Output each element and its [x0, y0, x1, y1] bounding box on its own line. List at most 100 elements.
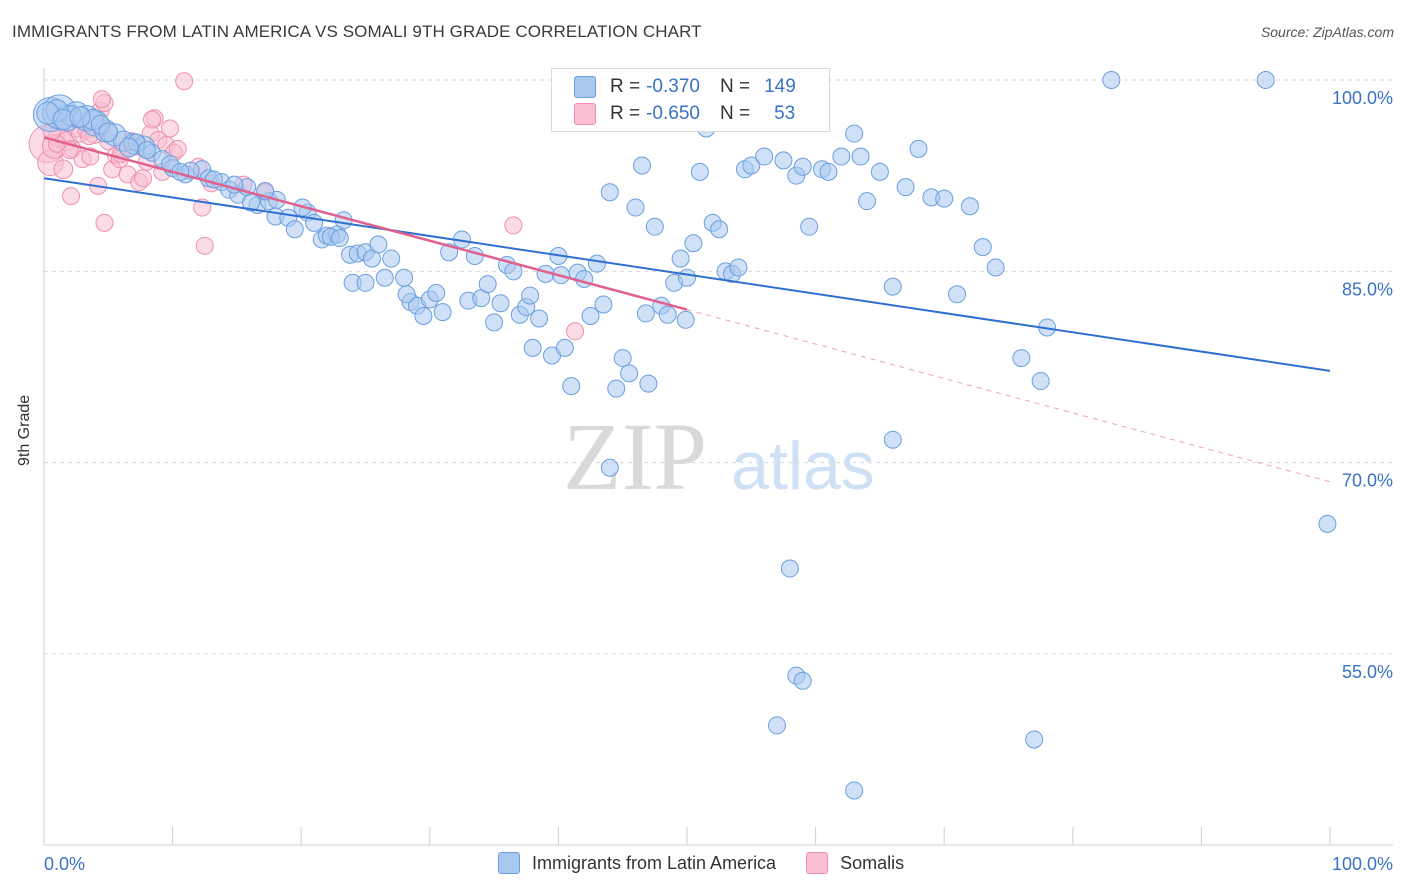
latin-america-point [858, 192, 877, 211]
latin-america-point [851, 147, 870, 166]
latin-america-point [845, 124, 864, 143]
latin-america-point [658, 305, 677, 324]
series-latin-america-points [32, 71, 1337, 800]
latin-america-point [645, 217, 664, 236]
somalis-point [168, 139, 187, 158]
latin-america-point [780, 559, 799, 578]
latin-america-point [395, 268, 414, 287]
latin-america-point [671, 249, 690, 268]
somalis-point [175, 72, 194, 91]
latin-america-point [478, 275, 497, 294]
legend-swatch-blue [498, 852, 520, 874]
latin-america-point [883, 277, 902, 296]
latin-america-point [69, 106, 91, 128]
latin-america-point [755, 147, 774, 166]
latin-america-point [600, 458, 619, 477]
latin-america-point [768, 716, 787, 735]
latin-america-point [986, 258, 1005, 277]
latin-america-point [948, 285, 967, 304]
latin-america-point [973, 238, 992, 257]
y-tick-label: 70.0% [1342, 471, 1393, 491]
latin-america-point [632, 156, 651, 175]
latin-america-point [119, 137, 139, 158]
latin-america-point [870, 162, 889, 181]
latin-america-point [1012, 349, 1031, 368]
latin-america-point [600, 183, 619, 202]
latin-america-point [581, 306, 600, 325]
latin-america-point [639, 374, 658, 393]
legend-item-somalis[interactable]: Somalis [806, 852, 904, 874]
y-tick-label: 55.0% [1342, 662, 1393, 682]
latin-america-point [896, 178, 915, 197]
latin-america-point [678, 268, 696, 287]
axes [43, 68, 1393, 846]
trend-lines [43, 136, 1331, 483]
latin-america-point [845, 781, 864, 800]
legend-n-value: 149 [764, 76, 796, 97]
somalis-point [53, 159, 74, 180]
latin-america-point [491, 294, 510, 313]
latin-america-point [935, 189, 954, 208]
latin-america-point [369, 235, 388, 254]
latin-america-point [414, 306, 433, 325]
latin-america-point [819, 162, 838, 181]
somalis-point [161, 119, 180, 138]
latin-america-point [607, 379, 626, 398]
latin-america-point [382, 249, 401, 268]
watermark-zip: ZIP [563, 403, 707, 510]
legend-item-latin-america[interactable]: Immigrants from Latin America [498, 852, 776, 874]
somalis-point [81, 147, 100, 166]
latin-america-point [960, 197, 979, 216]
watermark: ZIP atlas [563, 403, 875, 510]
latin-america-point [626, 198, 645, 217]
latin-america-point [684, 234, 703, 253]
legend-r-value: -0.650 [646, 103, 700, 124]
latin-america-point [620, 364, 639, 383]
y-tick-label: 85.0% [1342, 279, 1393, 299]
tick-labels: 100.0% 85.0% 70.0% 55.0% 0.0% 100.0% [44, 88, 1393, 874]
legend-swatch-pink [806, 852, 829, 874]
latin-america-point [485, 313, 504, 332]
latin-america-point [793, 157, 812, 176]
somalis-point [92, 90, 111, 109]
legend-n-value: 53 [774, 103, 796, 124]
latin-america-point [909, 139, 928, 158]
latin-america-point [800, 217, 819, 236]
y-axis-label: 9th Grade [16, 394, 33, 466]
latin-america-point [793, 671, 812, 690]
legend-r-value: -0.370 [646, 76, 700, 97]
legend-label: Somalis [840, 852, 905, 873]
latin-america-point [330, 229, 349, 248]
latin-america-point [285, 220, 304, 239]
latin-america-point [710, 220, 729, 239]
legend-row-somalis: R = -0.650 N = 53 [574, 101, 795, 127]
latin-america-point [1256, 71, 1275, 89]
latin-america-point [523, 338, 542, 357]
legend-swatch-blue [574, 76, 596, 98]
latin-america-point [690, 162, 709, 181]
latin-america-point [636, 304, 655, 323]
y-tick-label: 100.0% [1332, 88, 1393, 108]
latin-america-point [594, 295, 613, 314]
latin-america-point [375, 268, 394, 287]
latin-america-point [530, 309, 549, 328]
somalis-point [143, 110, 162, 129]
legend-r-label: R = [610, 103, 641, 124]
trend-line-somalis-extension [686, 309, 1331, 483]
x-tick-label-min: 0.0% [44, 854, 85, 874]
somalis-point [95, 213, 114, 232]
x-tick-label-max: 100.0% [1332, 854, 1393, 874]
latin-america-point [676, 310, 695, 329]
legend-row-latin-america: R = -0.370 N = 149 [574, 74, 796, 100]
legend-n-label: N = [719, 103, 751, 124]
somalis-point [504, 216, 523, 235]
latin-america-point [562, 377, 581, 396]
latin-america-point [397, 285, 416, 304]
series-legend: Immigrants from Latin America Somalis [498, 852, 934, 874]
latin-america-point [832, 147, 851, 166]
latin-america-point [1031, 372, 1050, 391]
latin-america-point [575, 269, 594, 288]
latin-america-point [742, 156, 761, 175]
latin-america-point [137, 141, 156, 160]
